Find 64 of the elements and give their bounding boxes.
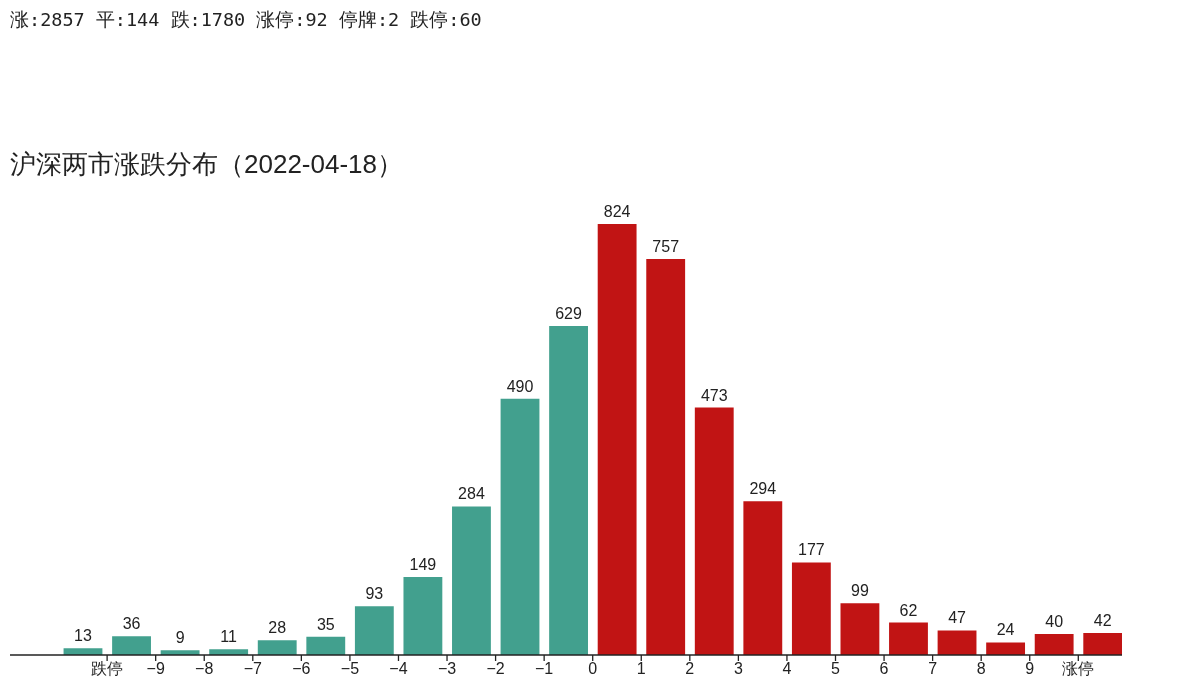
bar (452, 506, 491, 655)
x-tick-label: −7 (243, 660, 263, 678)
x-tick-label: 5 (831, 660, 841, 678)
x-tick-label: 3 (733, 660, 743, 678)
bar (646, 259, 686, 655)
data-label: 294 (749, 480, 777, 498)
x-tick-label: −2 (486, 660, 505, 678)
data-label: 36 (122, 615, 141, 633)
data-label: 62 (899, 601, 918, 619)
bar (889, 622, 928, 655)
x-tick-label: −4 (389, 660, 408, 678)
x-tick-label: −9 (146, 660, 165, 678)
data-label: 824 (603, 203, 631, 220)
data-label: 11 (220, 628, 238, 646)
data-label: 13 (74, 627, 92, 645)
bar (597, 224, 637, 655)
x-tick-label: 7 (928, 660, 938, 678)
x-tick-label: −3 (437, 660, 457, 678)
bar (986, 642, 1026, 655)
chart-title: 沪深两市涨跌分布（2022-04-18） (10, 148, 403, 181)
bar (403, 577, 443, 655)
bar (840, 603, 880, 655)
x-tick-label: 1 (636, 660, 646, 678)
bar (791, 562, 831, 655)
data-label: 28 (268, 619, 287, 637)
x-tick-label: 8 (976, 660, 986, 678)
x-tick-label: −1 (535, 660, 554, 678)
data-label: 93 (365, 585, 384, 603)
x-tick-label: −6 (292, 660, 311, 678)
data-label: 99 (851, 582, 869, 600)
x-tick-label: 涨停 (1062, 660, 1095, 678)
data-label: 629 (555, 305, 583, 322)
bar (306, 636, 346, 655)
data-label: 35 (316, 615, 335, 633)
data-label: 149 (409, 556, 437, 574)
data-label: 47 (948, 609, 967, 627)
bar (937, 630, 977, 655)
data-label: 40 (1045, 613, 1064, 631)
text: 涨:2857 平:144 跌:1780 涨停:92 停牌:2 跌停:60 (10, 8, 482, 32)
bar (694, 407, 734, 655)
data-label: 473 (700, 386, 728, 404)
bar (112, 636, 151, 655)
data-label: 284 (458, 485, 485, 503)
bar (500, 398, 540, 655)
x-tick-label: 跌停 (91, 660, 124, 678)
data-label: 490 (506, 377, 534, 395)
x-tick-label: 0 (588, 660, 598, 678)
data-label: 42 (1093, 612, 1112, 630)
bar (549, 326, 588, 655)
bar (1034, 634, 1074, 655)
data-label: 9 (175, 629, 185, 647)
bar (257, 640, 297, 655)
bar (1083, 633, 1122, 655)
x-tick-label: 9 (1025, 660, 1035, 678)
data-label: 757 (652, 238, 680, 256)
x-tick-label: −8 (195, 660, 214, 678)
x-tick-label: 2 (685, 660, 695, 678)
x-tick-label: 4 (782, 660, 792, 678)
x-tick-label: −5 (340, 660, 360, 678)
bar (354, 606, 394, 655)
data-label: 177 (798, 541, 825, 559)
data-label: 24 (996, 621, 1015, 639)
x-tick-label: 6 (879, 660, 889, 678)
bar (743, 501, 783, 655)
